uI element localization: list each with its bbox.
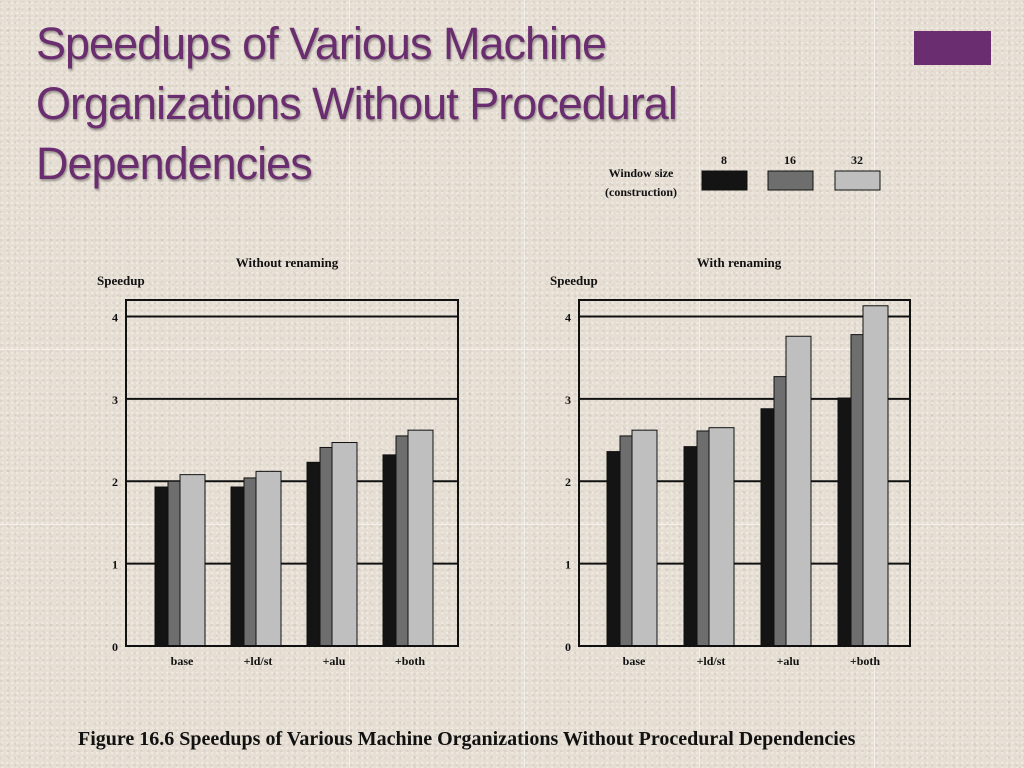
chart-without-renaming: Without renaming Speedup 0 1 2 3 4 base +ld/st +a…	[97, 255, 459, 668]
bar-both-32	[862, 305, 889, 647]
slide-title: Speedups of Various Machine Organization…	[36, 14, 856, 194]
chart-with-renaming: With renaming Speedup 0 1 2 3 4 base +ld/st +alu +…	[550, 255, 911, 668]
figure-caption: Figure 16.6 Speedups of Various Machine …	[78, 728, 856, 750]
y-tick-label: 3	[565, 393, 571, 407]
slide-title-line: Dependencies	[36, 138, 313, 189]
bar-base-16	[167, 480, 181, 647]
y-axis-label: Speedup	[550, 273, 598, 288]
x-tick-label: +ld/st	[697, 654, 726, 668]
chart-title: Without renaming	[236, 255, 339, 270]
x-tick-label: +both	[395, 654, 426, 668]
plot-frame	[125, 299, 459, 647]
chart-title: With renaming	[697, 255, 782, 270]
bar-ldst-8	[683, 446, 699, 647]
bar-both-8	[382, 454, 398, 647]
bar-both-32	[407, 429, 434, 647]
legend-swatch	[701, 170, 748, 191]
bar-base-8	[606, 451, 622, 647]
bar-alu-8	[760, 408, 776, 647]
bar-ldst-16	[243, 477, 257, 647]
accent-bar	[914, 31, 991, 65]
legend-subtitle: (construction)	[605, 185, 677, 199]
bar-ldst-32	[255, 470, 282, 647]
y-tick-label: 3	[112, 393, 118, 407]
y-tick-label: 2	[112, 475, 118, 489]
bar-alu-16	[773, 376, 787, 647]
legend-label: 16	[784, 153, 796, 167]
bar-both-16	[850, 334, 864, 647]
y-tick-label: 4	[565, 310, 571, 324]
bar-alu-16	[319, 446, 333, 647]
bar-ldst-32	[708, 427, 735, 647]
bar-base-16	[619, 435, 633, 647]
y-tick-label: 1	[565, 558, 571, 572]
bar-base-32	[179, 474, 206, 647]
legend-item: 16	[767, 153, 814, 191]
x-tick-label: +ld/st	[244, 654, 273, 668]
x-tick-label: +alu	[777, 654, 800, 668]
y-tick-label: 1	[112, 558, 118, 572]
bar-both-8	[837, 397, 853, 647]
legend-swatch	[834, 170, 881, 191]
legend-item: 32	[834, 153, 881, 191]
legend-label: 32	[851, 153, 863, 167]
x-tick-label: base	[623, 654, 646, 668]
y-tick-label: 0	[565, 640, 571, 654]
bar-ldst-16	[696, 430, 710, 647]
plot-frame	[578, 299, 911, 647]
x-tick-label: +both	[850, 654, 881, 668]
y-axis-label: Speedup	[97, 273, 145, 288]
x-tick-label: +alu	[323, 654, 346, 668]
legend-swatch	[767, 170, 814, 191]
bar-base-32	[631, 429, 658, 647]
bar-alu-32	[331, 442, 358, 647]
bar-alu-8	[306, 461, 322, 647]
slide-title-line: Organizations Without Procedural	[36, 78, 678, 129]
slide-title-line: Speedups of Various Machine	[36, 18, 607, 69]
x-tick-label: base	[171, 654, 194, 668]
legend-item: 8	[701, 153, 748, 191]
bar-both-16	[395, 435, 409, 647]
legend-label: 8	[721, 153, 727, 167]
y-tick-label: 2	[565, 475, 571, 489]
legend: Window size (construction) 8 16 32	[605, 153, 881, 199]
y-tick-label: 0	[112, 640, 118, 654]
bar-ldst-8	[230, 486, 246, 647]
bar-base-8	[154, 486, 170, 647]
bar-alu-32	[785, 335, 812, 647]
legend-title: Window size	[609, 166, 674, 180]
y-tick-label: 4	[112, 310, 118, 324]
